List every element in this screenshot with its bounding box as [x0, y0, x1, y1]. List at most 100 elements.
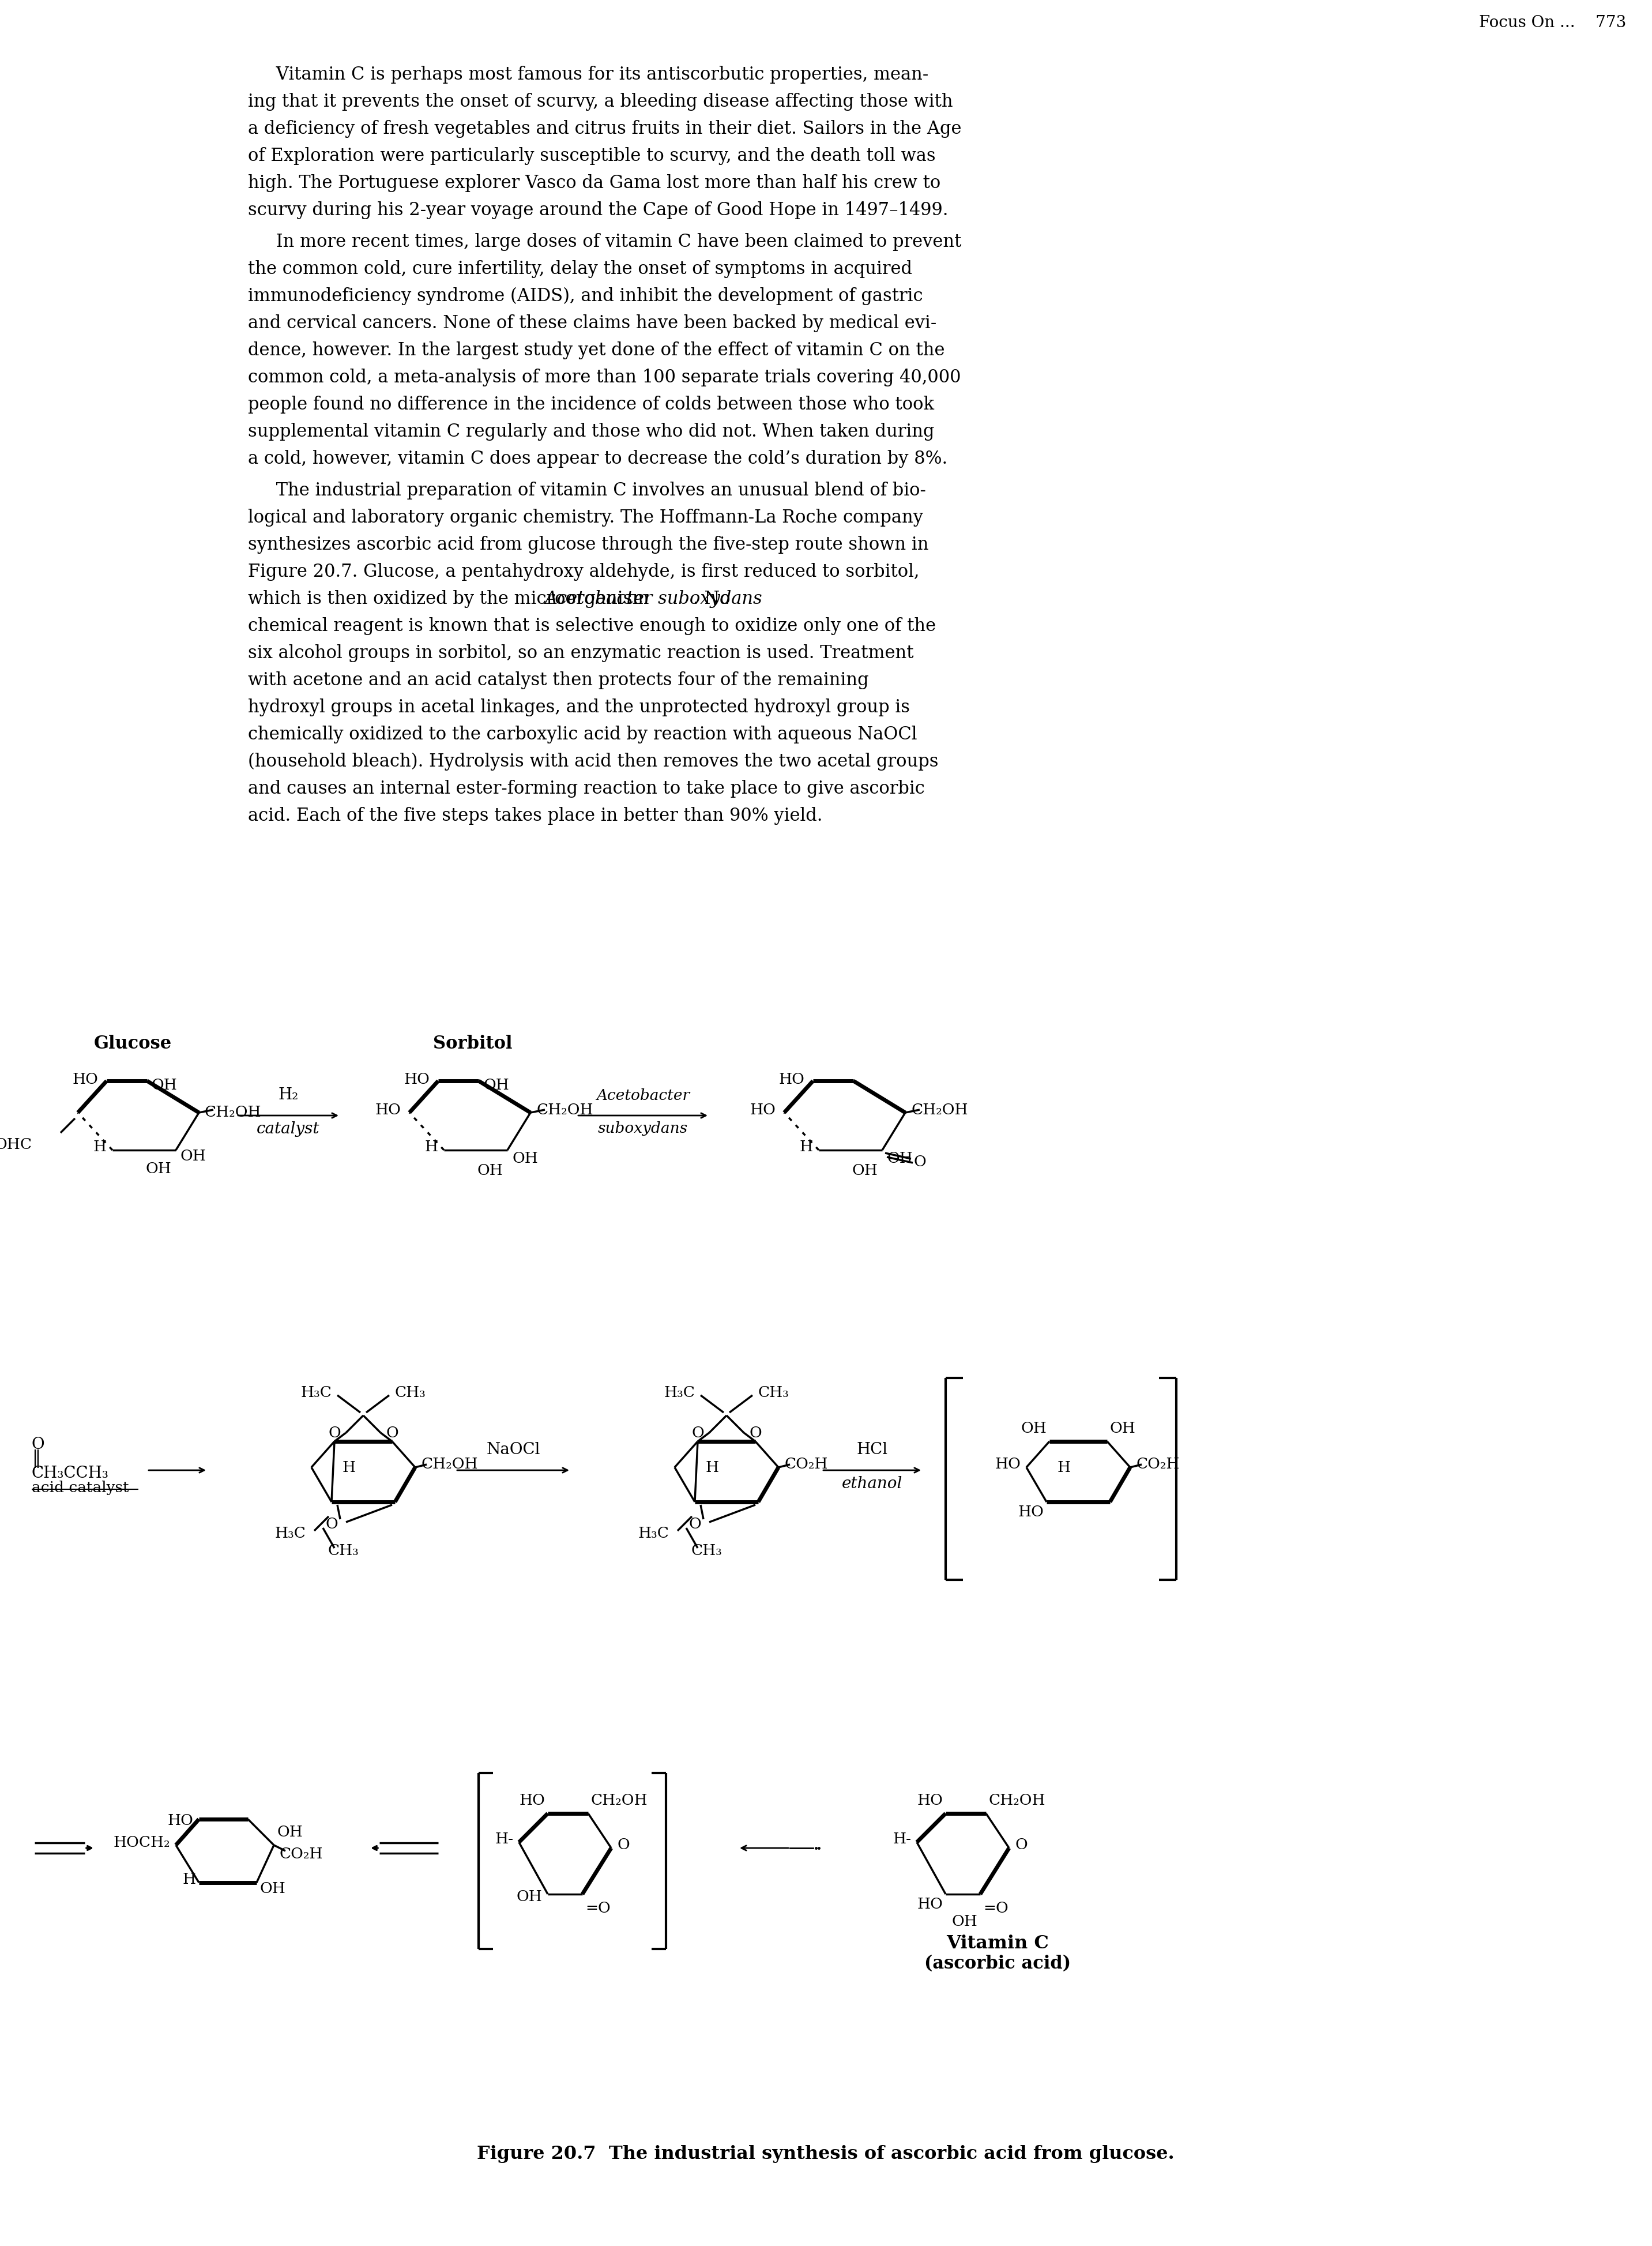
Text: H: H [183, 1873, 197, 1887]
Text: the common cold, cure infertility, delay the onset of symptoms in acquired: the common cold, cure infertility, delay… [248, 261, 912, 279]
Text: OH: OH [259, 1882, 286, 1896]
Text: common cold, a meta-analysis of more than 100 separate trials covering 40,000: common cold, a meta-analysis of more tha… [248, 368, 961, 386]
Text: chemical reagent is known that is selective enough to oxidize only one of the: chemical reagent is known that is select… [248, 618, 937, 636]
Text: logical and laboratory organic chemistry. The Hoffmann-La Roche company: logical and laboratory organic chemistry… [248, 510, 923, 526]
Text: (ascorbic acid): (ascorbic acid) [923, 1954, 1070, 1972]
Text: CH₃: CH₃ [395, 1386, 426, 1399]
Text: of Exploration were particularly susceptible to scurvy, and the death toll was: of Exploration were particularly suscept… [248, 146, 935, 164]
Text: HO: HO [73, 1071, 97, 1087]
Text: immunodeficiency syndrome (AIDS), and inhibit the development of gastric: immunodeficiency syndrome (AIDS), and in… [248, 287, 923, 305]
Text: H: H [342, 1460, 355, 1476]
Text: a cold, however, vitamin C does appear to decrease the cold’s duration by 8%.: a cold, however, vitamin C does appear t… [248, 449, 948, 467]
Text: high. The Portuguese explorer Vasco da Gama lost more than half his crew to: high. The Portuguese explorer Vasco da G… [248, 175, 940, 193]
Text: OH: OH [477, 1163, 504, 1177]
Text: acid. Each of the five steps takes place in better than 90% yield.: acid. Each of the five steps takes place… [248, 806, 823, 824]
Text: OH: OH [887, 1152, 912, 1166]
Text: HO: HO [403, 1071, 430, 1087]
Text: and causes an internal ester-forming reaction to take place to give ascorbic: and causes an internal ester-forming rea… [248, 779, 925, 797]
Text: CH₃: CH₃ [327, 1543, 358, 1559]
Text: Glucose: Glucose [94, 1035, 172, 1053]
Text: Acetobacter: Acetobacter [596, 1089, 689, 1103]
Text: HO: HO [995, 1458, 1021, 1471]
Text: OH: OH [952, 1914, 978, 1929]
Text: HO: HO [375, 1103, 401, 1116]
Text: OH: OH [278, 1826, 302, 1839]
Text: (household bleach). Hydrolysis with acid then removes the two acetal groups: (household bleach). Hydrolysis with acid… [248, 752, 938, 770]
Text: CH₃: CH₃ [691, 1543, 722, 1559]
Text: CH₃: CH₃ [758, 1386, 790, 1399]
Text: CH₂OH: CH₂OH [421, 1458, 477, 1471]
Text: scurvy during his 2-year voyage around the Cape of Good Hope in 1497–1499.: scurvy during his 2-year voyage around t… [248, 202, 948, 220]
Text: a deficiency of fresh vegetables and citrus fruits in their diet. Sailors in the: a deficiency of fresh vegetables and cit… [248, 119, 961, 137]
Text: Figure 20.7  The industrial synthesis of ascorbic acid from glucose.: Figure 20.7 The industrial synthesis of … [477, 2145, 1175, 2163]
Text: hydroxyl groups in acetal linkages, and the unprotected hydroxyl group is: hydroxyl groups in acetal linkages, and … [248, 699, 910, 716]
Text: O: O [692, 1426, 704, 1440]
Text: H₂: H₂ [278, 1087, 299, 1103]
Text: CO₂H: CO₂H [1137, 1458, 1180, 1471]
Text: H-: H- [494, 1833, 514, 1846]
Text: O: O [387, 1426, 398, 1440]
Text: with acetone and an acid catalyst then protects four of the remaining: with acetone and an acid catalyst then p… [248, 672, 869, 690]
Text: HOCH₂: HOCH₂ [114, 1835, 170, 1848]
Text: Vitamin C: Vitamin C [947, 1934, 1049, 1952]
Text: OH: OH [852, 1163, 877, 1177]
Text: ing that it prevents the onset of scurvy, a bleeding disease affecting those wit: ing that it prevents the onset of scurvy… [248, 92, 953, 110]
Text: The industrial preparation of vitamin C involves an unusual blend of bio-: The industrial preparation of vitamin C … [248, 481, 927, 499]
Text: CH₂OH: CH₂OH [910, 1103, 968, 1116]
Text: H: H [1057, 1460, 1070, 1476]
Text: six alcohol groups in sorbitol, so an enzymatic reaction is used. Treatment: six alcohol groups in sorbitol, so an en… [248, 645, 914, 663]
Text: O: O [689, 1516, 700, 1532]
Text: CH₃CCH₃: CH₃CCH₃ [31, 1464, 109, 1480]
Text: Sorbitol: Sorbitol [433, 1035, 512, 1053]
Text: CH₂OH: CH₂OH [591, 1792, 648, 1808]
Text: O: O [325, 1516, 337, 1532]
Text: people found no difference in the incidence of colds between those who took: people found no difference in the incide… [248, 395, 933, 413]
Text: H-: H- [892, 1833, 910, 1846]
Text: chemically oxidized to the carboxylic acid by reaction with aqueous NaOCl: chemically oxidized to the carboxylic ac… [248, 725, 917, 743]
Text: CO₂H: CO₂H [279, 1846, 324, 1862]
Text: =O: =O [983, 1902, 1008, 1916]
Text: O: O [31, 1437, 45, 1453]
Text: OH: OH [1110, 1422, 1137, 1435]
Text: HO: HO [917, 1898, 943, 1911]
Text: CH₂OH: CH₂OH [205, 1105, 261, 1121]
Text: synthesizes ascorbic acid from glucose through the five-step route shown in: synthesizes ascorbic acid from glucose t… [248, 537, 928, 555]
Text: CH₂OH: CH₂OH [537, 1103, 593, 1116]
Text: HO: HO [917, 1792, 943, 1808]
Text: HO: HO [1018, 1505, 1044, 1518]
Text: HO: HO [519, 1792, 545, 1808]
Text: Vitamin C is perhaps most famous for its antiscorbutic properties, mean-: Vitamin C is perhaps most famous for its… [248, 65, 928, 83]
Text: suboxydans: suboxydans [598, 1121, 687, 1136]
Text: OHC: OHC [0, 1136, 31, 1152]
Text: HCl: HCl [856, 1442, 887, 1458]
Text: OH: OH [1021, 1422, 1047, 1435]
Text: H₃C: H₃C [664, 1386, 695, 1399]
Text: H: H [94, 1141, 107, 1154]
Text: OH: OH [515, 1889, 542, 1905]
Text: CO₂H: CO₂H [785, 1458, 828, 1471]
Text: ethanol: ethanol [843, 1476, 902, 1491]
Text: O: O [748, 1426, 762, 1440]
Text: Figure 20.7. Glucose, a pentahydroxy aldehyde, is first reduced to sorbitol,: Figure 20.7. Glucose, a pentahydroxy ald… [248, 564, 920, 582]
Text: H: H [705, 1460, 719, 1476]
Text: In more recent times, large doses of vitamin C have been claimed to prevent: In more recent times, large doses of vit… [248, 234, 961, 252]
Text: OH: OH [180, 1148, 206, 1163]
Text: OH: OH [482, 1078, 509, 1092]
Text: Focus On ...    773: Focus On ... 773 [1479, 16, 1626, 31]
Text: catalyst: catalyst [256, 1121, 320, 1136]
Text: HO: HO [750, 1103, 775, 1116]
Text: O: O [329, 1426, 340, 1440]
Text: O: O [914, 1154, 927, 1168]
Text: supplemental vitamin C regularly and those who did not. When taken during: supplemental vitamin C regularly and tho… [248, 422, 935, 440]
Text: ‖: ‖ [31, 1449, 40, 1469]
Text: dence, however. In the largest study yet done of the effect of vitamin C on the: dence, however. In the largest study yet… [248, 341, 945, 359]
Text: and cervical cancers. None of these claims have been backed by medical evi-: and cervical cancers. None of these clai… [248, 314, 937, 332]
Text: which is then oxidized by the microorganism: which is then oxidized by the microorgan… [248, 591, 654, 609]
Text: . No: . No [694, 591, 730, 609]
Text: H₃C: H₃C [274, 1527, 306, 1541]
Text: H: H [800, 1141, 813, 1154]
Text: CH₂OH: CH₂OH [990, 1792, 1046, 1808]
Text: OH: OH [145, 1161, 172, 1177]
Text: Acetobacter suboxydans: Acetobacter suboxydans [545, 591, 763, 609]
Text: NaOCl: NaOCl [486, 1442, 540, 1458]
